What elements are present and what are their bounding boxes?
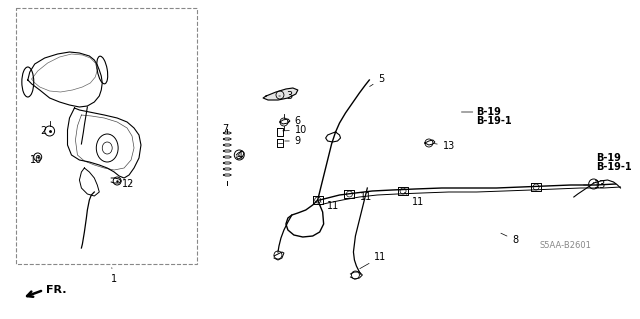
Text: 13: 13 [434,141,455,151]
Text: 8: 8 [501,233,518,245]
Text: 4: 4 [236,151,243,161]
Text: 5: 5 [370,74,385,86]
Text: 9: 9 [285,136,301,146]
Text: B-19: B-19 [477,107,501,117]
Text: B-19-1: B-19-1 [596,162,631,172]
Text: 11: 11 [354,192,372,202]
Text: 7: 7 [222,124,228,140]
Text: FR.: FR. [45,285,66,295]
Text: 1: 1 [111,268,117,284]
Text: 3: 3 [279,91,292,101]
Text: 11: 11 [404,193,424,207]
Text: 10: 10 [30,155,42,165]
Text: B-19-1: B-19-1 [477,116,512,126]
Ellipse shape [96,134,118,162]
Text: 11: 11 [321,201,339,211]
Text: 11: 11 [360,252,387,269]
Text: 10: 10 [283,125,307,135]
Bar [16,8,196,264]
Text: S5AA-B2601: S5AA-B2601 [539,241,591,250]
Text: 12: 12 [122,179,134,189]
Text: 2: 2 [41,126,52,136]
Text: 6: 6 [288,116,301,126]
Polygon shape [263,88,298,100]
Text: B-19: B-19 [596,153,621,163]
Text: 13: 13 [584,180,606,190]
